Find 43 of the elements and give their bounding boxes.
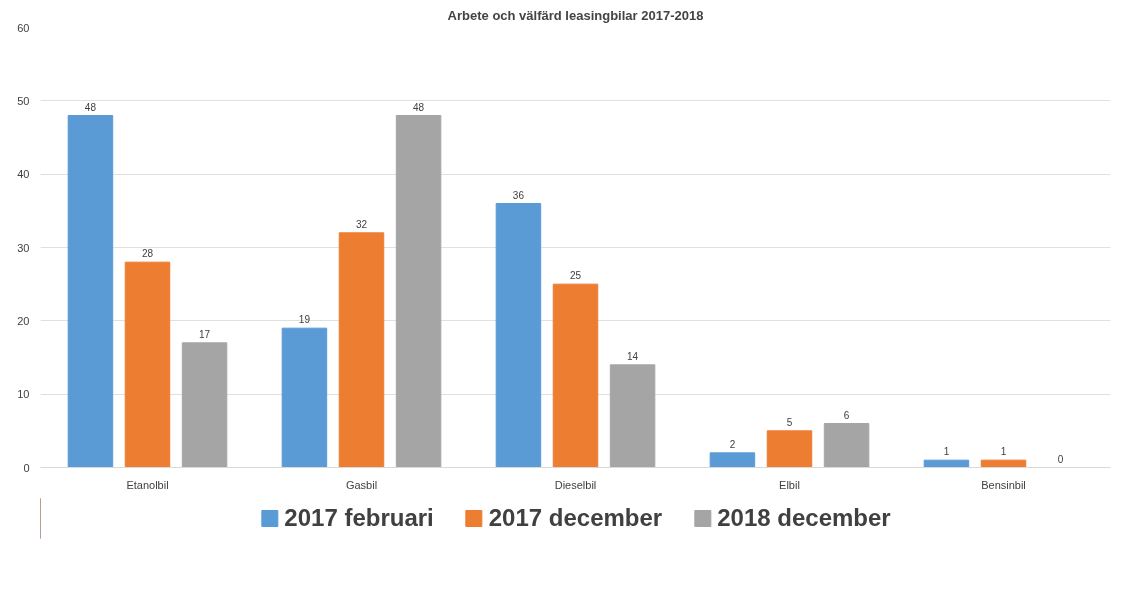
data-label: 48 <box>413 101 425 113</box>
x-tick-label: Bensinbil <box>981 478 1026 491</box>
data-label: 48 <box>84 101 97 113</box>
x-tick-label: Dieselbil <box>554 478 597 491</box>
bar <box>338 232 385 468</box>
data-label: 32 <box>355 218 368 230</box>
data-label: 17 <box>199 328 211 340</box>
legend-label: 2018 december <box>717 504 891 532</box>
x-tick-label: Elbil <box>779 478 800 491</box>
y-tick-label: 30 <box>17 241 30 254</box>
data-label: 0 <box>1057 453 1064 465</box>
data-label: 5 <box>786 416 793 428</box>
y-tick-label: 40 <box>17 168 30 181</box>
data-label: 14 <box>627 350 639 362</box>
data-label: 25 <box>569 270 582 282</box>
x-tick-label: Etanolbil <box>126 478 169 491</box>
bar <box>709 452 756 468</box>
data-label: 28 <box>141 248 154 260</box>
y-tick-label: 60 <box>17 21 30 34</box>
y-tick-label: 50 <box>17 94 30 107</box>
data-label: 1 <box>1000 446 1007 458</box>
chart-title: Arbete och välfärd leasingbilar 2017-2018 <box>447 7 704 23</box>
bar <box>281 327 328 468</box>
data-label: 1 <box>943 446 950 458</box>
data-label: 2 <box>729 438 736 450</box>
bar <box>552 283 599 468</box>
y-tick-label: 20 <box>17 314 30 327</box>
bar <box>181 342 228 468</box>
y-tick-label: 0 <box>23 461 30 474</box>
data-label: 19 <box>298 314 311 326</box>
bar <box>823 423 870 468</box>
legend-label: 2017 december <box>488 504 663 532</box>
data-label: 6 <box>843 409 850 421</box>
bar <box>395 115 442 468</box>
legend-label: 2017 februari <box>284 504 434 532</box>
bar <box>495 203 542 468</box>
x-tick-label: Gasbil <box>345 478 378 491</box>
bar <box>67 115 114 468</box>
y-tick-label: 10 <box>17 388 30 401</box>
bar <box>124 261 171 468</box>
bar <box>766 430 813 468</box>
bar <box>609 364 656 468</box>
data-label: 36 <box>512 189 525 201</box>
